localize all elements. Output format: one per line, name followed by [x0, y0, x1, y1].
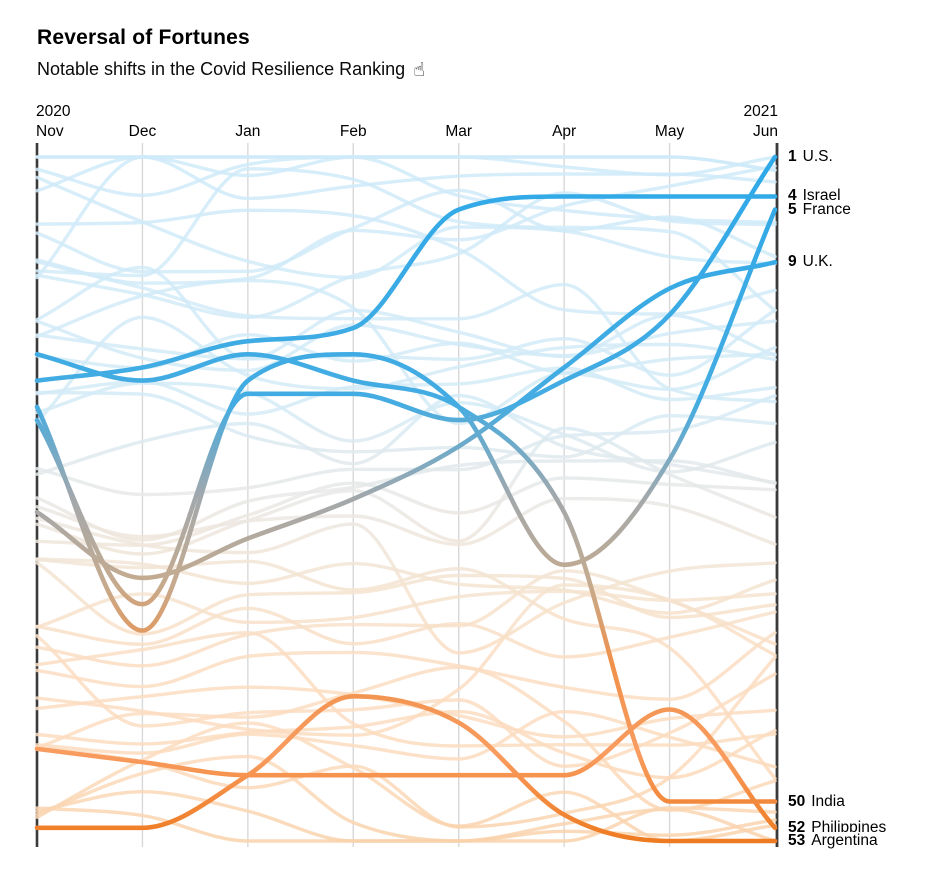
- background-series-line: [35, 381, 777, 474]
- month-label-nov: Nov: [36, 123, 64, 140]
- background-series-line: [35, 155, 777, 198]
- rank-number: 1: [788, 148, 797, 165]
- background-series-line: [35, 561, 777, 636]
- country-name: India: [811, 792, 845, 810]
- rank-label-india: 50 India: [788, 792, 848, 811]
- background-series-line: [35, 315, 777, 424]
- background-top-rank-line: [35, 155, 777, 172]
- series-line-uk[interactable]: [34, 259, 778, 581]
- series-line-india[interactable]: [34, 351, 778, 804]
- month-label-mar: Mar: [445, 123, 472, 140]
- background-series-line: [35, 665, 777, 812]
- rank-number: 50: [788, 792, 806, 810]
- background-series-line: [35, 390, 777, 459]
- background-series-line: [35, 789, 777, 843]
- country-name: U.K.: [802, 253, 833, 271]
- background-series-line: [35, 476, 777, 547]
- rank-number: 52: [788, 818, 806, 836]
- rank-label-argentina: 53 Argentina: [788, 832, 881, 850]
- background-series-line: [35, 164, 777, 285]
- series-line-israel[interactable]: [34, 194, 778, 383]
- country-name: Israel: [802, 187, 841, 205]
- page-title: Reversal of Fortunes: [37, 26, 250, 49]
- rank-number: 53: [788, 832, 806, 849]
- rank-label-us: 1 U.S.: [788, 148, 836, 166]
- series-line-argentina[interactable]: [34, 693, 778, 844]
- month-label-may: May: [655, 123, 685, 140]
- rank-label-france: 5 France: [788, 200, 854, 219]
- series-line-us[interactable]: [34, 154, 778, 607]
- rank-number: 5: [788, 200, 797, 218]
- country-name: Philippines: [811, 818, 887, 836]
- rank-number: 4: [788, 187, 797, 205]
- background-series-line: [35, 516, 777, 655]
- interactive-hand-icon: ☝: [413, 59, 425, 81]
- rank-label-uk: 9 U.K.: [788, 253, 836, 272]
- background-series-line: [35, 426, 777, 556]
- page-subtitle: Notable shifts in the Covid Resilience R…: [37, 59, 425, 81]
- background-series-line: [35, 155, 777, 224]
- series-line-france[interactable]: [34, 207, 778, 633]
- background-series-line: [35, 754, 777, 843]
- background-series-line: [35, 558, 777, 781]
- month-label-dec: Dec: [129, 123, 157, 140]
- year-label-2020: 2020: [36, 103, 71, 120]
- month-label-apr: Apr: [552, 123, 576, 140]
- rank-number: 9: [788, 253, 797, 271]
- series-line-philippines[interactable]: [34, 707, 778, 831]
- background-series-line: [35, 208, 777, 316]
- month-label-feb: Feb: [340, 123, 367, 140]
- background-series-line: [35, 709, 777, 780]
- year-label-2021: 2021: [744, 103, 778, 120]
- background-series-line: [35, 606, 777, 659]
- background-series-line: [35, 308, 777, 377]
- background-series-line: [35, 630, 777, 748]
- country-name: France: [802, 200, 851, 218]
- background-series-line: [35, 631, 777, 701]
- country-name: U.S.: [802, 148, 833, 165]
- month-label-jan: Jan: [235, 123, 260, 140]
- background-series-line: [35, 319, 777, 373]
- country-name: Argentina: [811, 832, 878, 849]
- month-label-jun: Jun: [753, 123, 778, 140]
- background-series-line: [35, 175, 777, 280]
- page-subtitle-text: Notable shifts in the Covid Resilience R…: [37, 59, 406, 79]
- background-series-line: [35, 394, 777, 497]
- background-series-line: [35, 496, 777, 547]
- background-series-line: [35, 265, 777, 361]
